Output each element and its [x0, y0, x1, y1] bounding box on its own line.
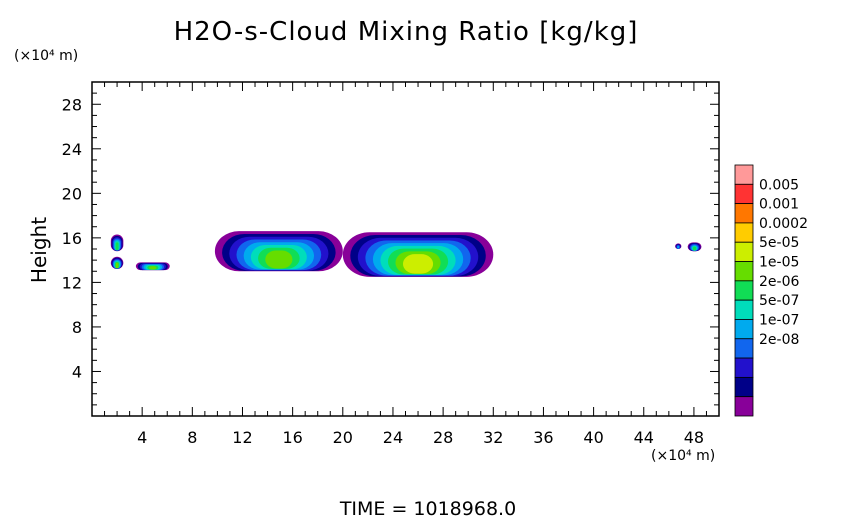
colorbar-swatch: [734, 280, 754, 301]
colorbar-swatch: [734, 338, 754, 359]
x-tick-label: 36: [533, 428, 553, 447]
colorbar-swatch: [734, 241, 754, 262]
cloud-region: [110, 256, 124, 270]
colorbar-swatch: [734, 261, 754, 282]
cloud-contour-band: [692, 246, 697, 251]
x-tick-label: 12: [232, 428, 252, 447]
x-tick-label: 8: [187, 428, 197, 447]
colorbar-swatch: [734, 203, 754, 224]
colorbar-level-label: 0.005: [759, 177, 799, 193]
cloud-field-layer: [110, 231, 702, 277]
colorbar-swatch: [734, 299, 754, 320]
colorbar-level-label: 1e-05: [759, 255, 799, 271]
y-tick-labels: 4 8 12 16 20 24 28: [62, 95, 82, 381]
cloud-contour-band: [265, 250, 293, 269]
colorbar-swatch: [734, 319, 754, 340]
y-tick-label: 8: [72, 318, 82, 337]
cloud-region: [687, 242, 702, 252]
x-tick-label: 40: [583, 428, 603, 447]
colorbar-labels: 0.005 0.001 0.0002 5e-05 1e-05 2e-06 5e-07 1e-0…: [759, 177, 808, 347]
colorbar-level-label: 1e-07: [759, 312, 799, 328]
cloud-contour-band: [402, 254, 434, 274]
y-tick-label: 12: [62, 273, 82, 292]
colorbar-level-label: 2e-06: [759, 274, 799, 290]
cloud-region: [342, 232, 494, 277]
x-tick-label: 20: [333, 428, 353, 447]
x-tick-label: 4: [137, 428, 147, 447]
colorbar-swatch: [734, 376, 754, 398]
x-tick-label: 32: [483, 428, 503, 447]
cloud-contour-band: [149, 266, 157, 270]
cloud-region: [135, 262, 170, 271]
colorbar-swatch: [734, 183, 754, 205]
cloud-region: [214, 231, 343, 272]
colorbar-swatch: [734, 357, 754, 378]
colorbar-level-label: 0.0002: [759, 216, 808, 232]
y-tick-label: 28: [62, 95, 82, 114]
y-tick-label: 4: [72, 362, 82, 381]
cloud-region: [110, 234, 124, 252]
x-tick-label: 28: [433, 428, 453, 447]
x-tick-label: 44: [634, 428, 654, 447]
colorbar-swatch: [734, 164, 754, 185]
y-tick-label: 16: [62, 229, 82, 248]
colorbar-level-label: 2e-08: [759, 332, 799, 348]
cloud-contour-band: [115, 262, 119, 269]
y-unit-label: (×10⁴ m): [14, 48, 78, 64]
y-axis-label: Height: [27, 217, 51, 283]
colorbar-level-label: 0.001: [759, 197, 799, 213]
y-tick-label: 24: [62, 140, 82, 159]
colorbar-swatch: [734, 222, 754, 243]
cloud-contour-band: [677, 245, 680, 249]
x-tick-label: 48: [684, 428, 704, 447]
colorbar: [734, 164, 754, 417]
colorbar-level-label: 5e-05: [759, 235, 799, 251]
cloud-contour-band: [115, 242, 119, 251]
time-label: TIME = 1018968.0: [339, 498, 516, 519]
colorbar-swatch: [734, 396, 754, 417]
y-tick-label: 20: [62, 184, 82, 203]
axis-ticks: [92, 82, 719, 416]
x-unit-label: (×10⁴ m): [651, 448, 715, 464]
colorbar-level-label: 5e-07: [759, 293, 799, 309]
cloud-region: [675, 243, 682, 249]
x-tick-labels: 4 8 12 16 20 24 28 32 36 40 44 48: [137, 428, 704, 447]
x-tick-label: 24: [383, 428, 403, 447]
x-tick-label: 16: [282, 428, 302, 447]
chart-title: H2O-s-Cloud Mixing Ratio [kg/kg]: [174, 17, 639, 47]
